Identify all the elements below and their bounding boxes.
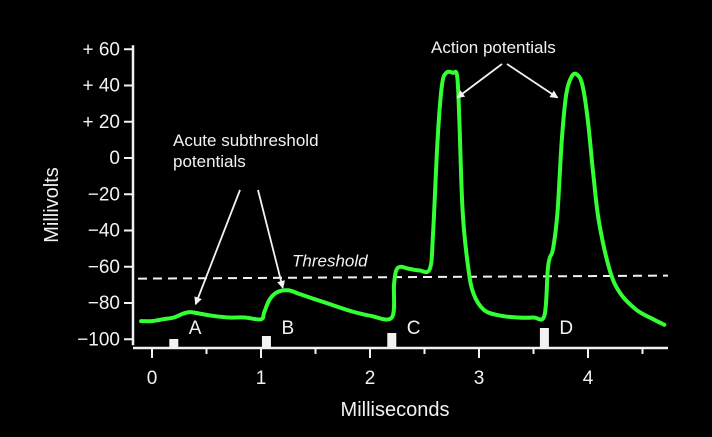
y-tick-label: −20 <box>88 184 120 205</box>
stimulus-marker-d <box>539 328 549 348</box>
y-tick-label: 0 <box>109 148 120 169</box>
x-axis-label: Milliseconds <box>341 399 450 421</box>
y-tick-label: + 40 <box>82 76 120 97</box>
threshold-line <box>137 274 669 280</box>
threshold-label: Threshold <box>292 252 368 271</box>
membrane-potential-line <box>139 69 667 327</box>
stimulus-marker-c <box>387 333 397 348</box>
annotation-text-2: Action potentials <box>431 38 556 57</box>
annotations: Acute subthreshold potentials Action poten… <box>173 38 559 306</box>
annotation-text-1: Acute subthreshold <box>173 131 319 150</box>
y-tick-label: −80 <box>88 293 120 314</box>
stimulus-label-b: B <box>281 318 294 339</box>
stimulus-label-c: C <box>407 318 421 339</box>
annotation-arrow <box>456 63 503 99</box>
series-layer <box>139 69 667 327</box>
annotation-arrow <box>194 189 241 306</box>
annotation-text-1: potentials <box>173 152 246 171</box>
stimulus-marker-a <box>169 339 179 348</box>
stimulus-markers: A B C D <box>169 318 573 348</box>
stimulus-label-a: A <box>189 318 202 339</box>
y-tick-label: −100 <box>77 329 120 350</box>
y-tick-label: −40 <box>88 221 120 242</box>
stimulus-label-d: D <box>559 318 573 339</box>
stimulus-marker-b <box>261 336 271 348</box>
x-tick-label: 2 <box>365 368 376 389</box>
y-tick-label: + 60 <box>82 39 120 60</box>
annotation-arrow <box>506 63 559 99</box>
x-tick-label: 1 <box>256 368 267 389</box>
x-tick-label: 4 <box>583 368 594 389</box>
x-axis: 0 1 2 3 4 <box>133 346 668 389</box>
annotation-arrow <box>257 189 285 289</box>
y-axis-label: Millivolts <box>41 167 63 243</box>
y-tick-label: + 20 <box>82 112 120 133</box>
y-tick-label: −60 <box>88 257 120 278</box>
x-tick-label: 0 <box>147 368 158 389</box>
y-axis: + 60 + 40 + 20 0 −20 −40 −60 −80 −100 <box>77 39 135 350</box>
x-tick-label: 3 <box>474 368 485 389</box>
